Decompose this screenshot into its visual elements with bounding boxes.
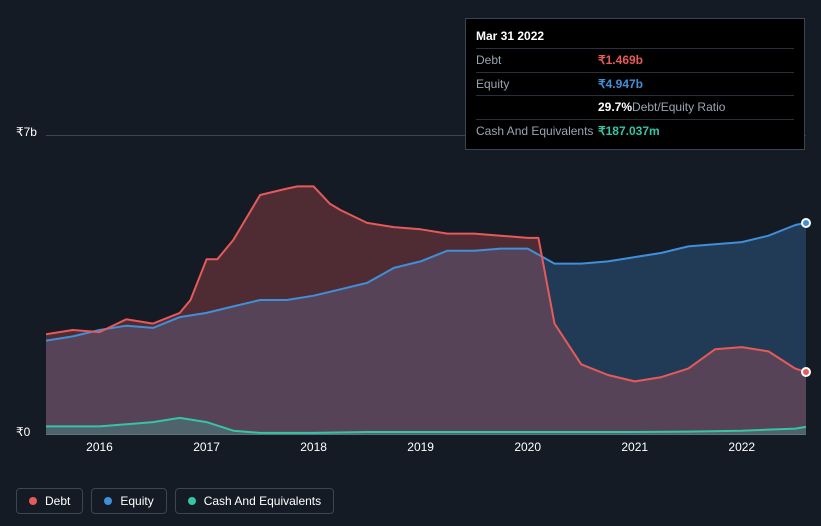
debt-equity-chart: ₹7b ₹0 2016 2017 2018 2019 2020 2021 2022 (16, 125, 806, 465)
debt-marker (801, 367, 811, 377)
tooltip-row: Equity₹4.947b (476, 73, 794, 97)
tooltip-label: Debt (476, 52, 598, 69)
tooltip-label: Cash And Equivalents (476, 123, 598, 140)
tooltip-label: Equity (476, 76, 598, 93)
legend-debt[interactable]: Debt (16, 488, 83, 514)
tooltip-row: Debt₹1.469b (476, 49, 794, 73)
xtick: 2016 (86, 440, 113, 454)
legend-label: Equity (120, 494, 153, 508)
legend-label: Cash And Equivalents (204, 494, 321, 508)
tooltip-date: Mar 31 2022 (476, 28, 544, 45)
legend-equity[interactable]: Equity (91, 488, 166, 514)
tooltip-suffix: Debt/Equity Ratio (632, 99, 725, 116)
tooltip-value: ₹4.947b (598, 76, 643, 93)
chart-legend: Debt Equity Cash And Equivalents (16, 488, 334, 514)
tooltip-value: ₹1.469b (598, 52, 643, 69)
swatch-equity (104, 497, 112, 505)
plot-area[interactable] (46, 135, 806, 435)
tooltip-value: ₹187.037m (598, 123, 660, 140)
swatch-debt (29, 497, 37, 505)
xtick: 2022 (728, 440, 755, 454)
tooltip-value: 29.7% (598, 99, 632, 116)
tooltip-row: 29.7% Debt/Equity Ratio (476, 96, 794, 120)
xtick: 2017 (193, 440, 220, 454)
chart-tooltip: Mar 31 2022 Debt₹1.469bEquity₹4.947b29.7… (465, 18, 805, 150)
ytick-top: ₹7b (16, 125, 37, 139)
tooltip-row: Cash And Equivalents₹187.037m (476, 120, 794, 143)
tooltip-label (476, 99, 598, 116)
xtick: 2018 (300, 440, 327, 454)
xtick: 2021 (621, 440, 648, 454)
xtick: 2020 (514, 440, 541, 454)
swatch-cash (188, 497, 196, 505)
legend-label: Debt (45, 494, 70, 508)
chart-svg (46, 135, 806, 435)
ytick-bottom: ₹0 (16, 425, 30, 439)
legend-cash[interactable]: Cash And Equivalents (175, 488, 334, 514)
xtick: 2019 (407, 440, 434, 454)
equity-marker (801, 218, 811, 228)
x-axis-ticks: 2016 2017 2018 2019 2020 2021 2022 (46, 440, 806, 460)
